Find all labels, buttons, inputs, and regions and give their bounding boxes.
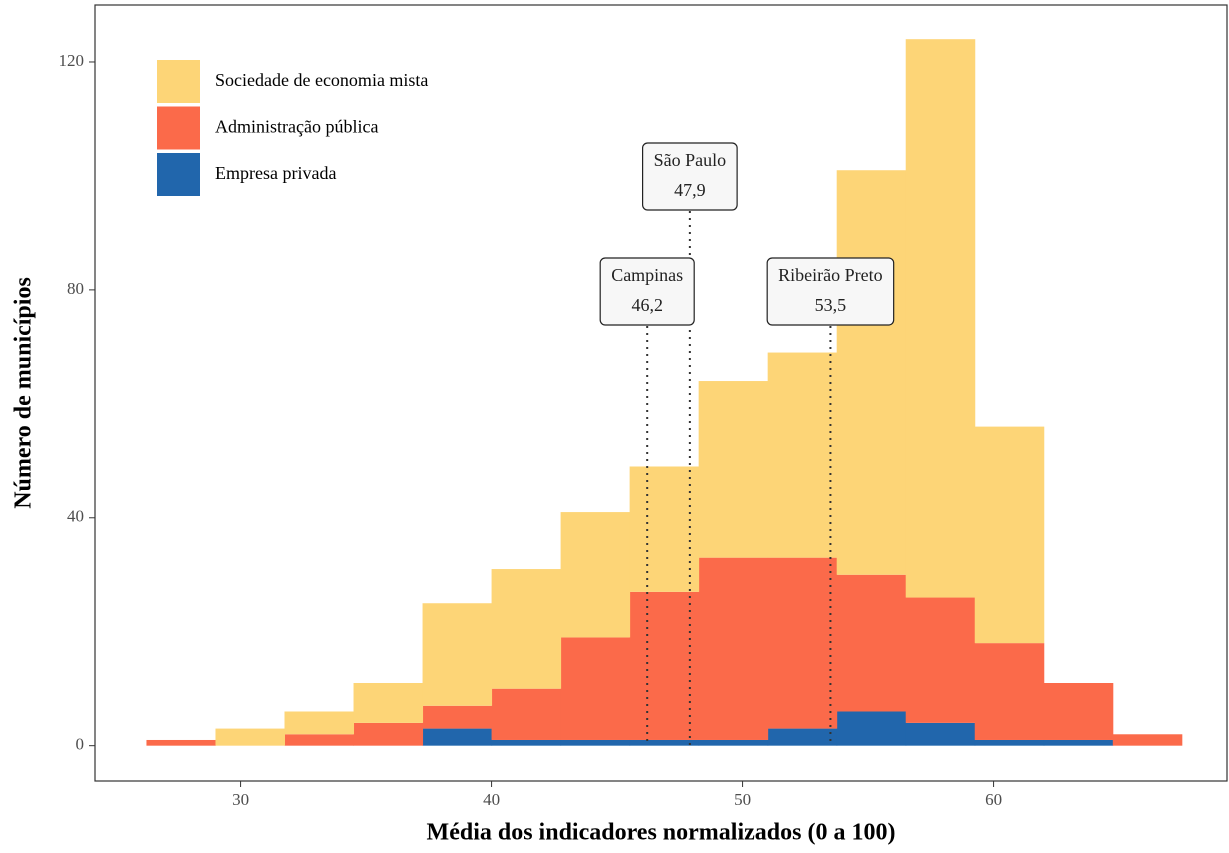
bar xyxy=(905,597,976,723)
legend-label: Sociedade de economia mista xyxy=(215,70,428,90)
bar xyxy=(836,170,907,575)
bar xyxy=(974,426,1045,644)
y-axis-title: Número de municípios xyxy=(11,277,37,509)
legend-label: Empresa privada xyxy=(215,163,336,183)
annotation-label: Campinas 46,2 xyxy=(599,257,695,326)
bar xyxy=(767,728,838,746)
annotation-box xyxy=(642,142,738,211)
annotation-value: 46,2 xyxy=(631,295,663,315)
x-axis-title: Média dos indicadores normalizados (0 a … xyxy=(427,820,896,846)
annotation-box xyxy=(599,257,695,326)
panel-border xyxy=(94,4,1228,782)
bar xyxy=(767,352,838,558)
bar xyxy=(1112,734,1183,746)
annotation-name: São Paulo xyxy=(654,150,727,170)
bar xyxy=(1043,683,1114,740)
x-tick-label: 60 xyxy=(985,790,1002,809)
bar xyxy=(974,739,1045,746)
bar xyxy=(491,739,562,746)
annotation-value: 53,5 xyxy=(815,295,847,315)
bar xyxy=(836,711,907,746)
bar xyxy=(560,637,631,740)
bar xyxy=(353,722,424,746)
legend-key xyxy=(157,153,200,196)
annotation-name: Ribeirão Preto xyxy=(778,265,882,285)
y-tick-label: 40 xyxy=(67,507,84,526)
bar xyxy=(422,705,493,729)
bar xyxy=(767,557,838,729)
bar xyxy=(629,466,700,592)
bar xyxy=(422,603,493,706)
bar xyxy=(560,739,631,746)
legend-key xyxy=(157,60,200,103)
bar xyxy=(491,569,562,689)
x-tick-label: 40 xyxy=(483,790,500,809)
bar xyxy=(629,591,700,740)
annotation-label: Ribeirão Preto 53,5 xyxy=(766,257,895,326)
bar xyxy=(974,643,1045,740)
bar xyxy=(560,512,631,638)
annotation-name: Campinas xyxy=(611,265,683,285)
bar xyxy=(284,734,355,746)
bar xyxy=(284,711,355,735)
bar xyxy=(491,688,562,740)
annotation-label: São Paulo 47,9 xyxy=(642,142,738,211)
y-tick-label: 80 xyxy=(67,279,84,298)
legend-key xyxy=(157,106,200,150)
annotation-box xyxy=(766,257,895,326)
bar xyxy=(905,39,976,598)
bar xyxy=(836,574,907,712)
bar xyxy=(146,739,216,746)
y-tick-label: 0 xyxy=(76,735,85,754)
plot-area xyxy=(146,39,1183,746)
bar xyxy=(1043,739,1114,746)
bar xyxy=(905,722,976,746)
x-tick-label: 30 xyxy=(232,790,249,809)
bar xyxy=(215,728,286,746)
bar xyxy=(422,728,493,746)
annotation-value: 47,9 xyxy=(674,180,706,200)
bar xyxy=(698,557,769,740)
bar xyxy=(629,739,700,746)
x-tick-label: 50 xyxy=(734,790,751,809)
bar xyxy=(698,739,769,746)
y-tick-label: 120 xyxy=(59,51,85,70)
bar xyxy=(353,683,424,723)
bar xyxy=(698,381,769,558)
legend-label: Administração pública xyxy=(215,117,378,137)
